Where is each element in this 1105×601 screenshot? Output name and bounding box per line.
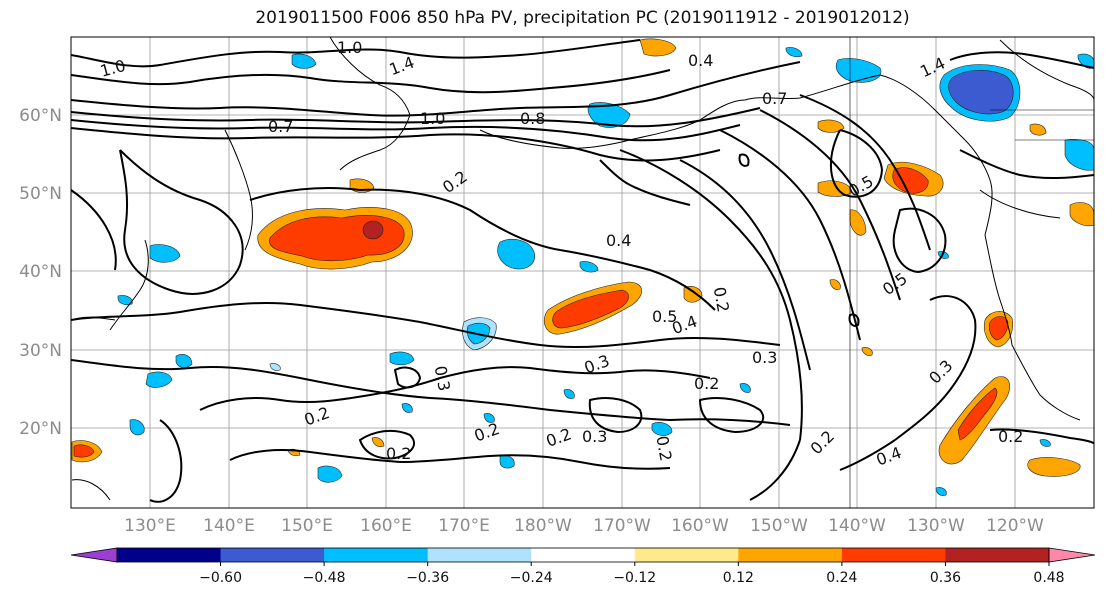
lat-label: 30°N	[19, 341, 62, 361]
contour-label: 0.3	[582, 427, 607, 446]
lat-label: 50°N	[19, 184, 62, 204]
lat-label: 60°N	[19, 106, 62, 126]
colorbar-tick-label: 0.36	[930, 570, 961, 586]
lon-label: 180°W	[514, 516, 572, 536]
contour-label: 0.8	[520, 109, 545, 128]
colorbar-segment	[738, 548, 843, 562]
contour-label: 0.4	[606, 231, 631, 250]
colorbar-extend-min	[70, 547, 118, 563]
contour-label: 0.7	[268, 117, 293, 136]
lon-label: 140°W	[828, 516, 886, 536]
lon-label: 170°W	[593, 516, 651, 536]
colorbar-tick-label: −0.12	[613, 570, 656, 586]
lon-label: 160°W	[671, 516, 729, 536]
lon-label: 140°E	[203, 516, 255, 536]
colorbar-segment	[427, 548, 532, 562]
contour-label: 0.2	[807, 427, 838, 458]
colorbar-ticks: −0.60 −0.48 −0.36 −0.24 −0.12 0.12 0.24 0.36 0.4…	[199, 562, 1065, 586]
contour-label: 0.2	[652, 434, 675, 462]
colorbar-segment	[841, 548, 946, 562]
contour-label: 0.2	[998, 427, 1023, 446]
contour-label: 0.2	[694, 374, 719, 393]
lon-label: 150°E	[281, 516, 333, 536]
colorbar-segment	[220, 548, 325, 562]
contour-label: 0.2	[472, 419, 502, 446]
lon-label: 130°E	[124, 516, 176, 536]
lat-label: 20°N	[19, 419, 62, 439]
colorbar-segment	[117, 548, 222, 562]
contour-label: 0.2	[386, 444, 411, 463]
map-frame	[70, 36, 1095, 509]
colorbar-outline	[116, 547, 1050, 563]
map-title: 2019011500 F006 850 hPa PV, precipitatio…	[255, 8, 910, 28]
contour-label: 0.2	[302, 403, 332, 430]
contour-label: 0.5	[652, 307, 677, 326]
map-plot-area: 1.0 1.4 1.0 0.4 0.7 0.8 0.7 1.0 1.4 0.2 …	[71, 37, 1094, 508]
contour-label: 0.3	[431, 364, 454, 392]
latitude-labels: 60°N 50°N 40°N 30°N 20°N	[19, 106, 62, 439]
precipitation-positive-patches	[71, 38, 1094, 477]
coastlines	[71, 37, 1094, 508]
colorbar-segment	[634, 548, 739, 562]
lat-label: 40°N	[19, 262, 62, 282]
colorbar	[70, 547, 1096, 563]
colorbar-segment	[945, 548, 1050, 562]
colorbar-extend-max	[1048, 547, 1096, 563]
contour-label: 0.2	[439, 167, 471, 197]
colorbar-tick-label: −0.36	[406, 570, 449, 586]
colorbar-tick-label: 0.48	[1033, 570, 1064, 586]
lon-label: 150°W	[750, 516, 808, 536]
colorbar-segment	[324, 548, 429, 562]
lon-label: 170°E	[438, 516, 490, 536]
lon-label: 130°W	[907, 516, 965, 536]
colorbar-tick-label: −0.48	[303, 570, 346, 586]
precipitation-negative-patches	[117, 47, 1094, 496]
contour-label: 0.4	[874, 443, 904, 470]
contour-label: 0.5	[879, 269, 911, 299]
pv-contours	[71, 39, 1094, 503]
colorbar-segment	[531, 548, 636, 562]
contour-label: 0.3	[925, 356, 956, 387]
contour-label: 0.2	[710, 285, 733, 313]
longitude-labels: 130°E 140°E 150°E 160°E 170°E 180°W 170°…	[124, 516, 1044, 536]
colorbar-tick-label: 0.24	[826, 570, 857, 586]
colorbar-tick-label: −0.24	[510, 570, 553, 586]
contour-label: 0.3	[752, 348, 777, 367]
contour-label: 1.0	[98, 56, 128, 81]
lon-label: 160°E	[360, 516, 412, 536]
lon-label: 120°W	[986, 516, 1044, 536]
contour-label: 1.0	[420, 109, 445, 128]
contour-label: 0.7	[762, 89, 787, 108]
contour-label: 0.4	[688, 51, 713, 70]
contour-label: 1.4	[387, 53, 417, 80]
contour-label: 1.0	[337, 38, 362, 57]
colorbar-tick-label: −0.60	[199, 570, 242, 586]
colorbar-tick-label: 0.12	[723, 570, 754, 586]
